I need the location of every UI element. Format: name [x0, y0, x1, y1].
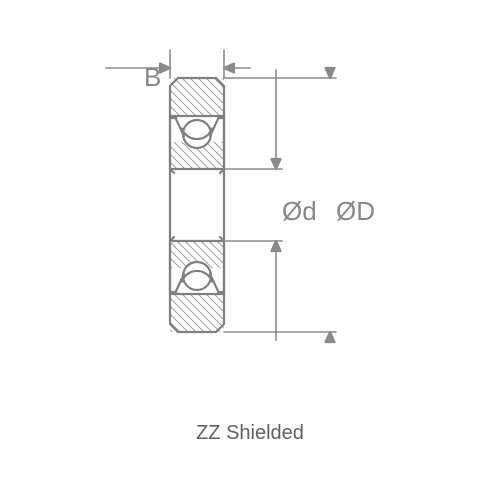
- dimension-label-outer-D: ØD: [336, 196, 375, 227]
- figure-caption: ZZ Shielded: [150, 422, 350, 445]
- dimension-label-width-B: B: [144, 62, 161, 93]
- dimension-label-bore-d: Ød: [282, 196, 317, 227]
- diagram-canvas: B Ød ØD ZZ Shielded: [0, 0, 500, 500]
